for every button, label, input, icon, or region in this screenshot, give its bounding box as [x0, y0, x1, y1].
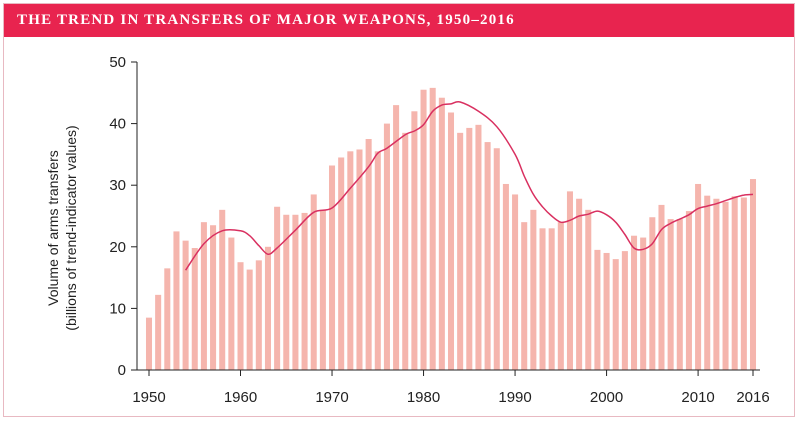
bar-1978: [402, 132, 409, 370]
bar-1990: [512, 194, 519, 370]
bar-1988: [493, 148, 500, 370]
chart-title: THE TREND IN TRANSFERS OF MAJOR WEAPONS,…: [17, 12, 515, 28]
bar-1959: [228, 237, 235, 370]
y-axis-label: Volume of arms transfers (billions of tr…: [45, 125, 79, 330]
y-tick-label-0: 0: [118, 362, 126, 379]
x-tick-label-1970: 1970: [315, 389, 348, 406]
y-ticks-group: 0 10 20 30 40 50: [109, 54, 137, 379]
y-tick-label-10: 10: [109, 300, 126, 317]
bar-1953: [173, 231, 180, 370]
bar-2011: [704, 195, 711, 370]
bar-1968: [310, 194, 317, 370]
bar-1982: [438, 97, 445, 370]
trend-line: [184, 100, 754, 271]
bar-2008: [676, 219, 683, 370]
y-axis-label-line1: Volume of arms transfers: [45, 150, 61, 306]
bar-2004: [640, 237, 647, 370]
bar-1958: [219, 209, 226, 370]
bar-1970: [329, 165, 336, 370]
bar-1972: [347, 151, 354, 370]
bar-2007: [667, 219, 674, 370]
bar-1960: [237, 262, 244, 370]
bar-1965: [283, 214, 290, 370]
bar-1986: [475, 124, 482, 370]
bar-2013: [722, 201, 729, 370]
bar-1955: [191, 248, 198, 370]
x-tick-label-2010: 2010: [681, 389, 714, 406]
x-tick-label-1950: 1950: [132, 389, 165, 406]
bar-1995: [557, 222, 564, 370]
y-tick-label-40: 40: [109, 116, 126, 133]
x-tick-label-2016: 2016: [736, 389, 769, 406]
bar-1979: [411, 111, 418, 370]
bar-1950: [145, 317, 153, 370]
bar-group: [145, 87, 757, 371]
bar-1956: [200, 222, 207, 370]
bar-1996: [566, 191, 573, 370]
bar-1993: [539, 228, 546, 370]
x-tick-label-2000: 2000: [590, 389, 623, 406]
x-ticks-group: 1950 1960 1970 1980 1990 2000 2010 2016: [132, 370, 770, 406]
bar-1989: [502, 183, 509, 370]
bar-1951: [155, 294, 162, 370]
bar-2001: [612, 259, 619, 370]
bar-1991: [521, 222, 528, 370]
bar-1981: [429, 87, 436, 371]
bar-1973: [356, 149, 363, 370]
bar-1998: [585, 209, 592, 370]
y-tick-label-30: 30: [109, 177, 126, 194]
y-tick-label-50: 50: [109, 54, 126, 71]
bar-1977: [393, 105, 400, 371]
bar-1997: [576, 198, 583, 370]
bar-2000: [603, 252, 610, 370]
bar-1954: [182, 240, 189, 370]
bar-1984: [457, 132, 464, 370]
bar-1952: [164, 268, 171, 370]
x-tick-label-1960: 1960: [224, 389, 257, 406]
bar-1983: [447, 112, 455, 370]
bar-1962: [255, 260, 262, 370]
bar-1999: [594, 249, 601, 370]
bar-2015: [740, 197, 747, 370]
bar-1980: [420, 89, 427, 370]
bar-2014: [731, 196, 738, 370]
bar-1963: [264, 246, 271, 370]
bar-2006: [658, 204, 665, 370]
bar-2016: [749, 179, 757, 370]
bar-2009: [685, 211, 692, 370]
bar-1957: [210, 225, 217, 370]
title-bar: THE TREND IN TRANSFERS OF MAJOR WEAPONS,…: [4, 4, 794, 37]
bar-2002: [621, 251, 628, 370]
bar-1969: [319, 209, 326, 370]
x-tick-label-1990: 1990: [498, 389, 531, 406]
bar-2003: [631, 235, 638, 370]
bar-1971: [338, 157, 345, 370]
bar-1967: [301, 212, 308, 370]
bar-1985: [466, 127, 473, 370]
bar-2010: [695, 183, 702, 370]
y-tick-label-20: 20: [109, 239, 126, 256]
bar-2005: [649, 217, 656, 370]
y-axis-label-line2: (billions of trend-indicator values): [63, 125, 79, 330]
x-tick-label-1980: 1980: [407, 389, 440, 406]
bar-2012: [713, 198, 720, 370]
bar-1976: [383, 123, 390, 370]
bar-1974: [365, 139, 372, 370]
bar-1975: [374, 151, 381, 370]
bar-1961: [246, 269, 253, 370]
bar-1994: [548, 228, 555, 370]
bar-1966: [292, 214, 299, 370]
bar-1987: [484, 142, 491, 370]
bar-1992: [530, 209, 537, 370]
bar-1964: [274, 206, 281, 370]
